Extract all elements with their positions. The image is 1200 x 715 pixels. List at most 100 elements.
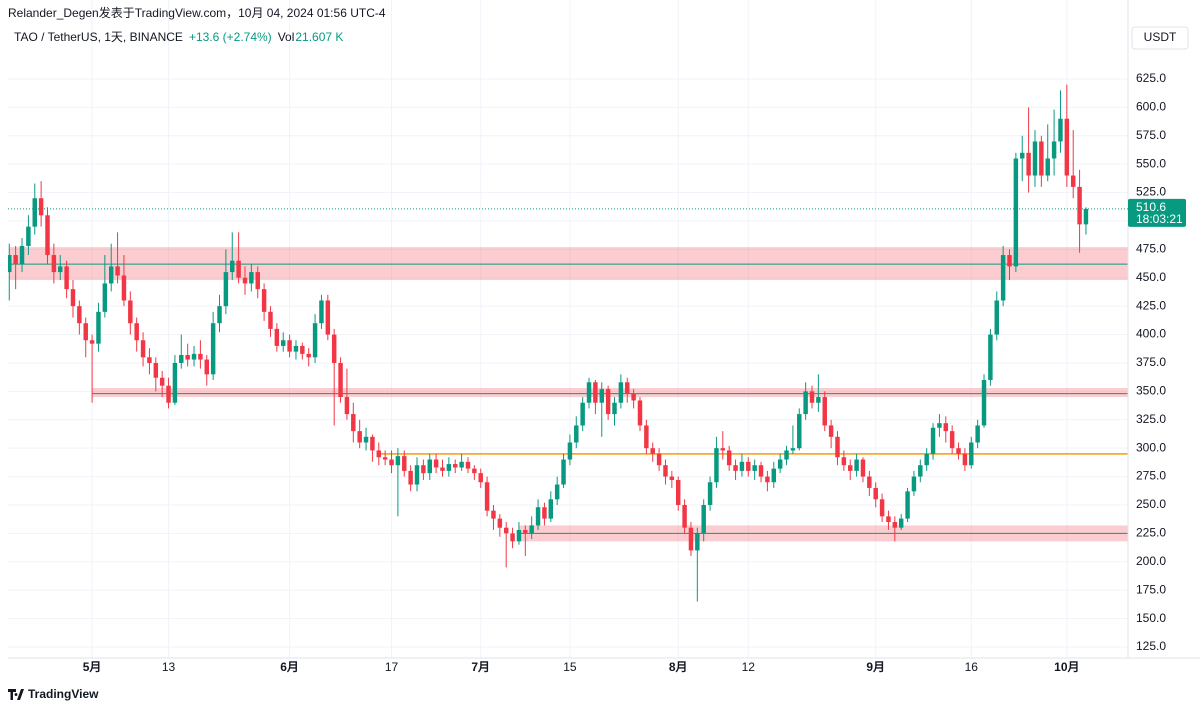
candle-body <box>675 479 681 505</box>
candle-body <box>828 425 834 437</box>
candle-body <box>1020 152 1025 159</box>
candle-body <box>956 448 961 454</box>
candle-body <box>140 340 146 358</box>
y-tick-label: 200.0 <box>1136 554 1166 568</box>
candle-body <box>746 461 751 471</box>
candle-body <box>1013 158 1019 267</box>
y-tick-label: 575.0 <box>1136 128 1166 142</box>
x-tick-label: 5月 <box>83 660 102 674</box>
candle-body <box>191 353 197 360</box>
candle-body <box>605 389 611 415</box>
candle-body <box>370 436 375 451</box>
candle-body <box>663 465 668 477</box>
candle-body <box>523 529 528 534</box>
candle-body <box>223 272 229 307</box>
change: +13.6 (+2.74%) <box>189 30 272 44</box>
candle-body <box>618 382 624 403</box>
candle-body <box>293 345 299 352</box>
candle-body <box>714 448 719 483</box>
candle-body <box>1064 118 1070 176</box>
candle-body <box>625 382 630 394</box>
candle-body <box>325 300 331 335</box>
candle-body <box>949 431 955 449</box>
currency-box[interactable] <box>1131 26 1189 50</box>
candle-body <box>287 340 292 352</box>
candle-body <box>752 465 757 471</box>
y-tick-label: 525.0 <box>1136 185 1166 199</box>
candle-body <box>64 266 69 290</box>
candle-body <box>809 391 815 403</box>
candle-body <box>19 245 25 265</box>
candle-body <box>242 277 248 284</box>
candle-body <box>210 323 216 375</box>
candle-body <box>217 306 222 324</box>
candle-body <box>382 457 388 460</box>
candle-body <box>599 389 604 403</box>
volume: 21.607 K <box>295 30 343 44</box>
candle-body <box>1058 118 1063 142</box>
candle-body <box>344 397 350 415</box>
y-tick-label: 300.0 <box>1136 440 1166 454</box>
last-price-tag <box>1128 198 1186 227</box>
y-tick-label: 475.0 <box>1136 242 1166 256</box>
candle-body <box>554 484 560 500</box>
candle-body <box>688 527 694 551</box>
y-tick-label: 275.0 <box>1136 469 1166 483</box>
candle-body <box>777 459 783 469</box>
y-tick-label: 400.0 <box>1136 327 1166 341</box>
candle-body <box>905 491 910 519</box>
candle-body <box>153 362 159 378</box>
grid <box>8 0 1128 658</box>
candle-body <box>134 323 139 341</box>
x-tick-label: 17 <box>385 660 399 674</box>
candle-body <box>115 266 120 276</box>
candle-body <box>166 385 171 403</box>
candle-body <box>185 355 190 360</box>
candle-body <box>77 306 82 324</box>
candle-body <box>503 527 509 534</box>
candle-body <box>733 465 738 471</box>
currency[interactable]: USDT <box>1144 30 1177 44</box>
candle-body <box>886 516 891 523</box>
candle-body <box>988 334 993 381</box>
candle-body <box>108 266 114 284</box>
candle-body <box>631 393 636 401</box>
candle-body <box>465 461 471 469</box>
candle-body <box>159 377 165 386</box>
candle-body <box>637 400 643 426</box>
candle-body <box>567 442 573 460</box>
y-tick-label: 425.0 <box>1136 298 1166 312</box>
candle-body <box>835 436 840 458</box>
x-tick-label: 8月 <box>669 660 688 674</box>
candle-body <box>930 427 936 454</box>
candle-body <box>249 272 254 284</box>
candle-body <box>472 468 477 474</box>
candle-body <box>484 482 490 511</box>
candle-body <box>593 382 598 403</box>
x-tick-label: 12 <box>742 660 756 674</box>
y-tick-label: 325.0 <box>1136 412 1166 426</box>
candle-body <box>96 311 101 344</box>
candle-body <box>376 450 382 458</box>
candle-body <box>1070 175 1076 187</box>
last-price-label: 510.6 <box>1136 200 1166 214</box>
countdown: 18:03:21 <box>1136 212 1183 226</box>
candle-body <box>433 459 439 468</box>
candle-body <box>83 323 88 341</box>
candle-body <box>1007 255 1012 267</box>
candle-body <box>402 456 407 471</box>
candle-body <box>198 353 203 360</box>
candle-body <box>497 518 503 528</box>
y-tick-label: 175.0 <box>1136 582 1166 596</box>
y-tick-label: 600.0 <box>1136 100 1166 114</box>
candle-body <box>918 465 923 477</box>
candle-body <box>13 255 18 265</box>
candle-body <box>892 522 898 528</box>
candle-body <box>300 345 305 354</box>
candle-body <box>1039 141 1044 176</box>
volume-label: Vol <box>278 30 295 44</box>
y-tick-label: 250.0 <box>1136 497 1166 511</box>
attribution: Relander_Degen发表于TradingView.com，10月 04,… <box>8 5 386 20</box>
candle-body <box>758 465 764 477</box>
